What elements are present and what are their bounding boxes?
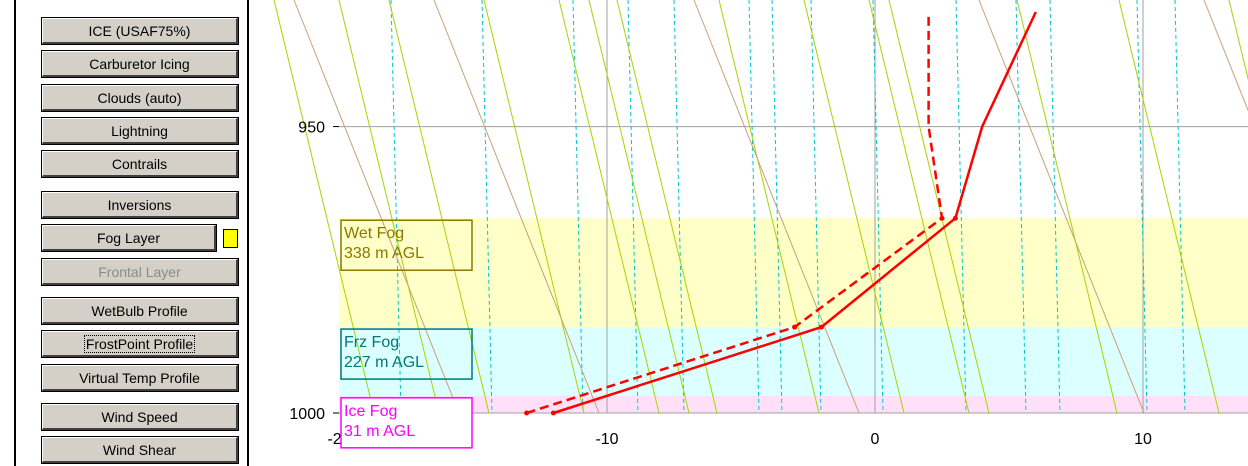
profile-point: [524, 410, 530, 416]
mixing-ratio-line: [627, 0, 639, 414]
fog-layer-button[interactable]: Fog Layer: [41, 224, 217, 252]
mixing-ratio-line: [872, 0, 884, 414]
mixing-ratio-line: [1049, 0, 1061, 414]
ice-button-label: ICE (USAF75%): [88, 23, 191, 39]
mixing-ratio-line: [1174, 0, 1186, 414]
wetbulb-profile-button[interactable]: WetBulb Profile: [41, 297, 239, 325]
mixing-ratio-line: [1136, 0, 1148, 414]
mixing-ratio-line: [673, 0, 685, 414]
mixing-ratio-line: [390, 0, 402, 414]
fog-label-depth: 338 m AGL: [344, 245, 424, 262]
x-tick-label: -10: [595, 431, 618, 448]
fog-label-name: Wet Fog: [344, 225, 404, 242]
y-tick-label: 1000: [289, 406, 325, 423]
profile-point: [792, 324, 798, 330]
adiabat-line: [1016, 0, 1118, 414]
mixing-ratio-line: [810, 0, 822, 414]
adiabat-line: [273, 0, 375, 414]
mixing-ratio-line: [572, 0, 584, 414]
virtual-temp-profile-button-label: Virtual Temp Profile: [79, 370, 200, 386]
fog-layer-button-label: Fog Layer: [96, 230, 161, 246]
clouds-button-label: Clouds (auto): [97, 90, 182, 106]
fog-label-depth: 227 m AGL: [344, 354, 424, 371]
adiabat-line: [868, 0, 970, 414]
dry-adiabat-line: [1203, 0, 1248, 112]
contrails-button[interactable]: Contrails: [41, 150, 239, 178]
fog-label-depth: 31 m AGL: [344, 423, 415, 440]
adiabat-line: [803, 0, 905, 414]
fog-label-1: Wet Fog 338 m AGL: [340, 219, 473, 271]
carburetor-icing-button-label: Carburetor Icing: [89, 56, 190, 72]
adiabat-line: [718, 0, 820, 414]
left-frame-border: [14, 0, 16, 466]
adiabat-line: [338, 0, 440, 414]
frostpoint-profile-button-label: FrostPoint Profile: [83, 335, 196, 353]
lightning-button[interactable]: Lightning: [41, 117, 239, 145]
dry-adiabat-line: [693, 0, 860, 414]
adiabat-line: [558, 0, 660, 414]
wind-shear-button-label: Wind Shear: [102, 442, 177, 458]
fog-label-box: [340, 219, 473, 271]
fog-label-name: Ice Fog: [344, 403, 397, 420]
dry-adiabat-line: [978, 0, 1145, 414]
profile-point: [818, 324, 824, 330]
dry-adiabat-line: [433, 0, 600, 414]
fog-label-2: Frz Fog 227 m AGL: [340, 328, 473, 380]
adiabat-line: [1228, 0, 1248, 81]
frontal-layer-button[interactable]: Frontal Layer: [41, 258, 239, 286]
virtual-temp-profile-button[interactable]: Virtual Temp Profile: [41, 364, 239, 392]
chart-frame-border: [247, 0, 249, 466]
profile-point: [550, 410, 556, 416]
fog-layer-color-swatch[interactable]: [223, 229, 238, 248]
wetbulb-profile-button-label: WetBulb Profile: [91, 303, 188, 319]
profile-point: [939, 215, 945, 221]
fog-label-3: Ice Fog 31 m AGL: [340, 397, 473, 449]
adiabat-line: [588, 0, 690, 414]
mixing-ratio-line: [481, 0, 493, 414]
dry-adiabat-line: [293, 0, 460, 414]
y-tick-label: 950: [298, 120, 325, 137]
ice-button[interactable]: ICE (USAF75%): [41, 17, 239, 45]
carburetor-icing-button[interactable]: Carburetor Icing: [41, 50, 239, 78]
contrails-button-label: Contrails: [111, 156, 168, 172]
fog-label-name: Frz Fog: [344, 334, 399, 351]
button-panel: ICE (USAF75%) Carburetor Icing Clouds (a…: [16, 0, 252, 466]
adiabat-line: [483, 0, 585, 414]
lightning-button-label: Lightning: [111, 123, 168, 139]
wind-speed-button-label: Wind Speed: [101, 409, 178, 425]
inversions-button[interactable]: Inversions: [41, 191, 239, 219]
wind-speed-button[interactable]: Wind Speed: [41, 403, 239, 431]
wind-shear-button[interactable]: Wind Shear: [41, 436, 239, 464]
fog-band-2: [339, 327, 1248, 396]
mixing-ratio-line: [748, 0, 760, 414]
fog-band-3: [339, 395, 1248, 413]
adiabat-line: [616, 0, 718, 414]
adiabat-line: [888, 0, 990, 414]
fog-band-1: [339, 218, 1248, 328]
inversions-button-label: Inversions: [107, 197, 172, 213]
fog-label-box: [340, 397, 473, 449]
x-tick-label: 10: [1134, 431, 1152, 448]
mixing-ratio-line: [1015, 0, 1027, 414]
frostpoint-profile-button[interactable]: FrostPoint Profile: [41, 330, 239, 358]
clouds-button[interactable]: Clouds (auto): [41, 84, 239, 112]
x-tick-label: 0: [871, 431, 880, 448]
profile-point: [952, 215, 958, 221]
frontal-layer-button-label: Frontal Layer: [98, 264, 181, 280]
adiabat-line: [1118, 0, 1220, 414]
mixing-ratio-line: [955, 0, 967, 414]
fog-label-box: [340, 328, 473, 380]
